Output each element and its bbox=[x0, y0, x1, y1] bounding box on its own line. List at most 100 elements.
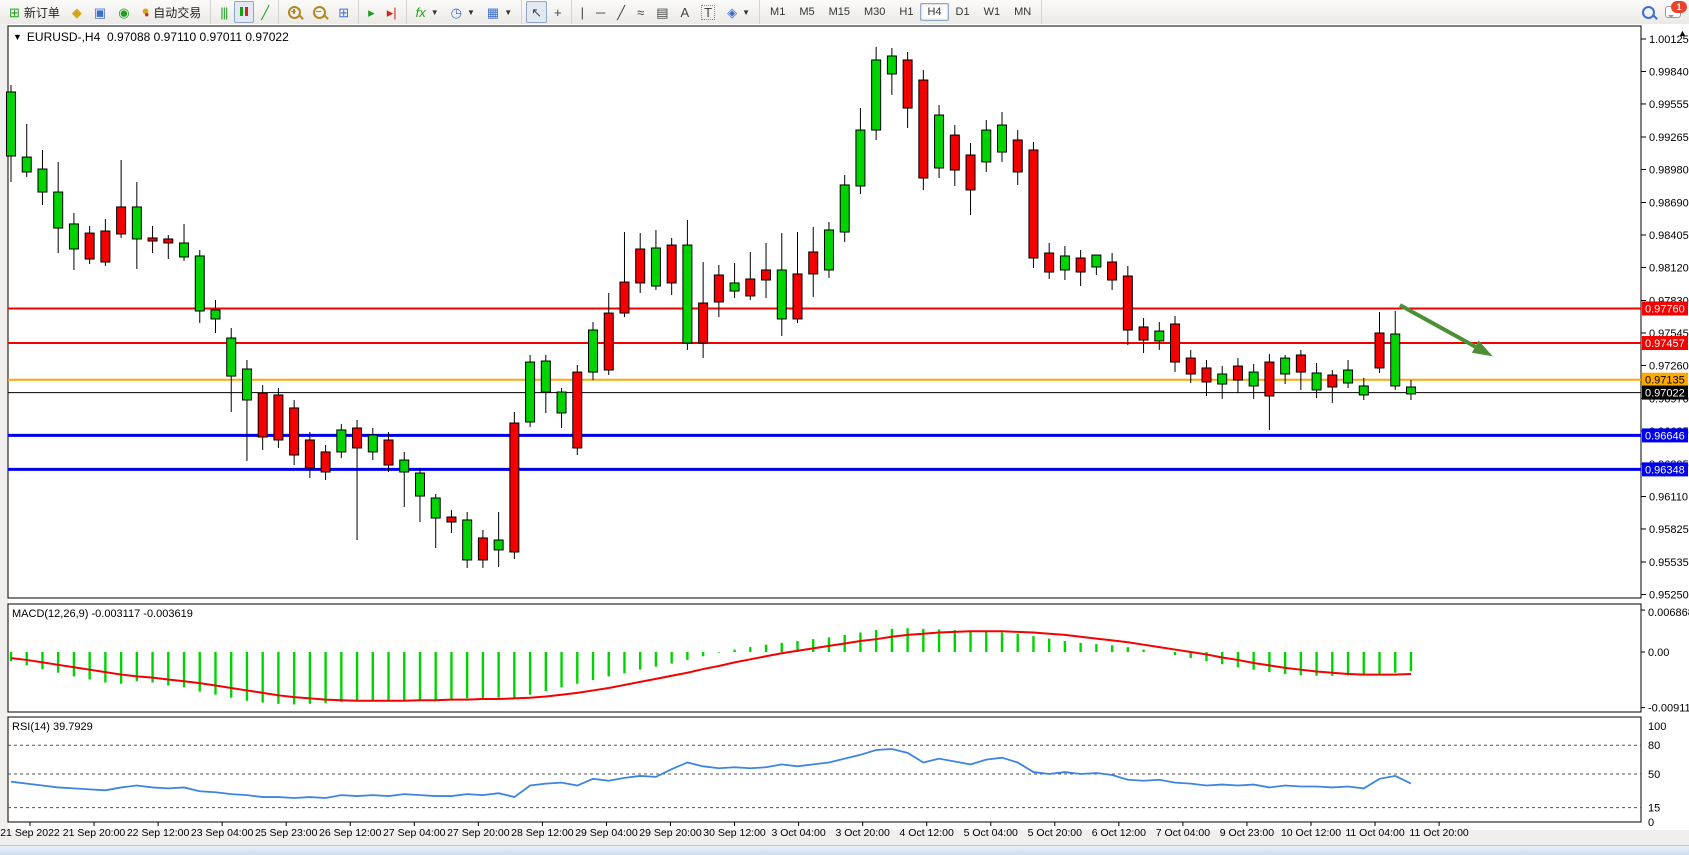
hline-0.97760[interactable]: 0.97760 bbox=[8, 301, 1688, 316]
main-panel-frame bbox=[7, 25, 1642, 599]
crosshair-button[interactable]: + bbox=[549, 1, 567, 23]
svg-text:27 Sep 04:00: 27 Sep 04:00 bbox=[383, 827, 446, 839]
equidistant-channel-button[interactable]: ≈ bbox=[632, 1, 649, 23]
timeframe-button-m30[interactable]: M30 bbox=[864, 6, 886, 18]
shapes-button[interactable]: ◈ ▼ bbox=[722, 1, 755, 23]
timeframe-button-d1[interactable]: D1 bbox=[955, 6, 970, 18]
horizontal-line-button[interactable]: ─ bbox=[591, 1, 610, 23]
zoom-in-button[interactable] bbox=[283, 1, 306, 23]
svg-text:0.98980: 0.98980 bbox=[1649, 164, 1689, 176]
svg-text:0.99265: 0.99265 bbox=[1649, 132, 1689, 144]
timeframe-button-h1[interactable]: H1 bbox=[899, 6, 914, 18]
macd-name: MACD(12,26,9) bbox=[12, 608, 89, 620]
svg-text:0.97022: 0.97022 bbox=[1645, 388, 1685, 400]
svg-text:0.96348: 0.96348 bbox=[1645, 464, 1685, 476]
line-chart-icon: ╱ bbox=[261, 4, 270, 20]
auto-scroll-icon: ▸ bbox=[368, 4, 375, 20]
trendline-button[interactable]: ╱ bbox=[612, 1, 630, 23]
chat-icon[interactable]: 1 bbox=[1665, 1, 1687, 18]
chart-window[interactable]: 1.00125 0.99840 0.99555 0.99265 0.98980 0.986… bbox=[0, 24, 1689, 845]
svg-text:80: 80 bbox=[1648, 740, 1660, 752]
terminal-button[interactable]: ▣ bbox=[89, 1, 111, 23]
svg-text:0.95825: 0.95825 bbox=[1649, 524, 1689, 536]
svg-text:5 Oct 04:00: 5 Oct 04:00 bbox=[964, 827, 1018, 839]
search-icon[interactable] bbox=[1642, 5, 1658, 20]
timeframe-toolbar: M1 M5 M15 M30 H1 H4 D1 W1 MN bbox=[760, 0, 1043, 24]
autotrading-button[interactable]: ●● 自动交易 bbox=[137, 1, 207, 23]
bar-chart-icon: ||| bbox=[220, 4, 228, 20]
timeframe-button-m5[interactable]: M5 bbox=[799, 6, 815, 18]
new-order-button[interactable]: ⊞ 新订单 bbox=[4, 1, 65, 23]
hline-0.97135[interactable]: 0.97135 bbox=[8, 372, 1688, 387]
svg-text:1.00125: 1.00125 bbox=[1649, 34, 1689, 46]
svg-text:0.98405: 0.98405 bbox=[1649, 230, 1689, 242]
toolbar-right: 1 bbox=[1642, 1, 1689, 20]
text-tool-icon: A bbox=[680, 4, 690, 20]
notification-badge: 1 bbox=[1671, 1, 1687, 13]
text-label-button[interactable]: T bbox=[696, 1, 720, 23]
symbol-dropdown-icon[interactable]: ▼ bbox=[13, 32, 22, 42]
market-watch-button[interactable]: ◆ bbox=[67, 1, 87, 23]
svg-text:9 Oct 23:00: 9 Oct 23:00 bbox=[1220, 827, 1274, 839]
svg-text:6 Oct 12:00: 6 Oct 12:00 bbox=[1092, 827, 1146, 839]
fibonacci-icon: ▤ bbox=[656, 4, 669, 20]
candlestick-chart-button[interactable] bbox=[234, 1, 255, 23]
templates-button[interactable]: ▦ ▼ bbox=[482, 1, 517, 23]
svg-text:3 Oct 04:00: 3 Oct 04:00 bbox=[771, 827, 825, 839]
svg-text:50: 50 bbox=[1648, 769, 1660, 781]
timeframe-button-h4[interactable]: H4 bbox=[920, 3, 949, 21]
svg-text:29 Sep 20:00: 29 Sep 20:00 bbox=[639, 827, 702, 839]
svg-text:23 Sep 04:00: 23 Sep 04:00 bbox=[191, 827, 254, 839]
text-tool-button[interactable]: A bbox=[676, 1, 695, 23]
svg-text:0.99840: 0.99840 bbox=[1649, 66, 1689, 78]
svg-text:22 Sep 12:00: 22 Sep 12:00 bbox=[127, 827, 190, 839]
svg-text:11 Oct 04:00: 11 Oct 04:00 bbox=[1345, 827, 1405, 839]
auto-scroll-button[interactable]: ▸ bbox=[363, 1, 380, 23]
bar-chart-button[interactable]: ||| bbox=[215, 1, 232, 23]
candlestick-chart-icon bbox=[239, 5, 249, 19]
chevron-down-icon: ▼ bbox=[504, 7, 513, 17]
svg-text:0.97135: 0.97135 bbox=[1645, 375, 1685, 387]
indicators-button[interactable]: fx ▼ bbox=[411, 1, 444, 23]
trend-arrow-annotation[interactable] bbox=[1398, 303, 1493, 357]
macd-panel-frame bbox=[7, 603, 1642, 713]
toolbar-group-scroll: ▸ ▸| bbox=[359, 0, 407, 24]
indicators-icon: fx bbox=[415, 4, 426, 20]
line-chart-button[interactable]: ╱ bbox=[256, 1, 274, 23]
vertical-line-button[interactable]: | bbox=[576, 1, 589, 23]
timeframe-button-m1[interactable]: M1 bbox=[770, 6, 786, 18]
svg-text:0.98690: 0.98690 bbox=[1649, 198, 1689, 210]
svg-text:100: 100 bbox=[1648, 721, 1666, 733]
hline-0.97457[interactable]: 0.97457 bbox=[8, 336, 1688, 351]
candles-layer bbox=[6, 46, 1416, 568]
clock-icon: ◷ bbox=[450, 4, 462, 20]
svg-text:28 Sep 12:00: 28 Sep 12:00 bbox=[511, 827, 574, 839]
svg-text:25 Sep 23:00: 25 Sep 23:00 bbox=[255, 827, 318, 839]
svg-text:0.95535: 0.95535 bbox=[1649, 557, 1689, 569]
fibonacci-button[interactable]: ▤ bbox=[651, 1, 673, 23]
cursor-button[interactable]: ↖ bbox=[526, 1, 548, 23]
svg-text:0.99555: 0.99555 bbox=[1649, 99, 1689, 111]
trendline-icon: ╱ bbox=[617, 4, 626, 20]
hline-0.96348[interactable]: 0.96348 bbox=[8, 462, 1688, 477]
svg-text:0.006868: 0.006868 bbox=[1648, 607, 1689, 619]
timeframe-button-m15[interactable]: M15 bbox=[828, 6, 851, 18]
zoom-out-button[interactable] bbox=[308, 1, 331, 23]
periods-button[interactable]: ◷ ▼ bbox=[446, 1, 480, 23]
rsi-value: 39.7929 bbox=[52, 721, 93, 733]
timeframe-button-mn[interactable]: MN bbox=[1014, 6, 1032, 18]
timeframe-button-w1[interactable]: W1 bbox=[983, 6, 1001, 18]
chart-canvas[interactable]: 1.00125 0.99840 0.99555 0.99265 0.98980 0.986… bbox=[0, 24, 1689, 845]
horizontal-line-icon: ─ bbox=[596, 4, 606, 20]
zoom-out-icon bbox=[313, 5, 330, 20]
svg-text:0.98120: 0.98120 bbox=[1649, 262, 1689, 274]
navigator-button[interactable]: ◉ bbox=[113, 1, 134, 23]
tile-windows-button[interactable]: ⊞ bbox=[333, 1, 354, 23]
hline-0.97022[interactable]: 0.97022 bbox=[8, 385, 1688, 400]
new-order-icon: ⊞ bbox=[9, 4, 20, 20]
svg-text:10 Oct 12:00: 10 Oct 12:00 bbox=[1281, 827, 1341, 839]
svg-text:21 Sep 20:00: 21 Sep 20:00 bbox=[63, 827, 126, 839]
chart-shift-button[interactable]: ▸| bbox=[382, 1, 402, 23]
toolbar: ⊞ 新订单 ◆ ▣ ◉ ●● 自动交易 ||| ╱ ⊞ ▸ ▸| fx ▼ ◷ ▼ … bbox=[0, 0, 1689, 25]
chevron-down-icon: ▼ bbox=[430, 7, 439, 17]
